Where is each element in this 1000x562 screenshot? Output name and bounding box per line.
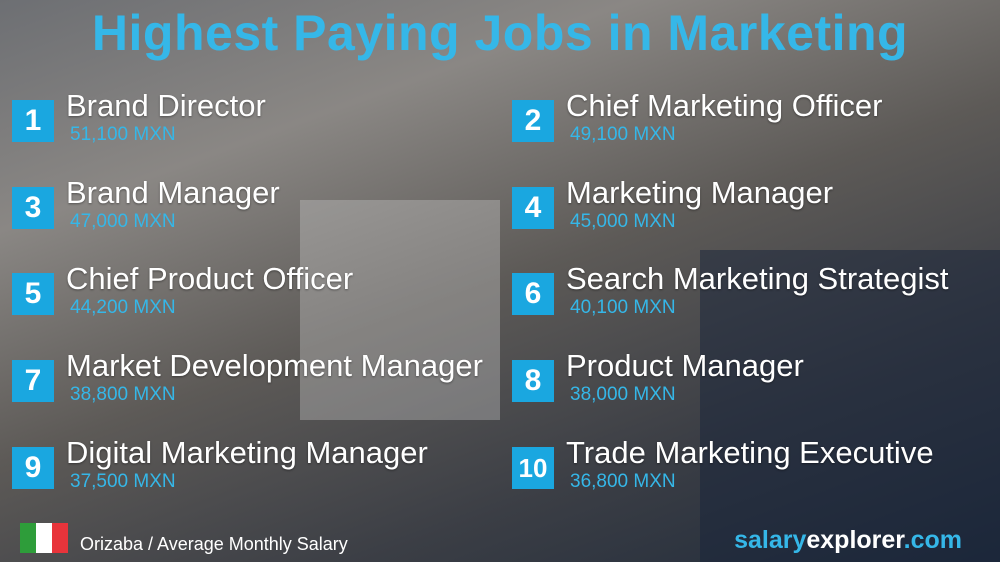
job-title: Marketing Manager [566,175,834,210]
job-title: Brand Director [66,88,266,123]
job-title: Search Marketing Strategist [566,261,949,296]
brand-part: salary [734,526,807,554]
rank-badge: 1 [12,100,54,142]
job-salary: 40,100 MXN [570,297,676,318]
job-title: Brand Manager [66,175,280,210]
background-shadow [700,250,1000,562]
job-salary: 51,100 MXN [70,124,176,145]
job-salary: 49,100 MXN [570,124,676,145]
job-title: Chief Marketing Officer [566,88,883,123]
job-title: Trade Marketing Executive [566,435,934,470]
page-title: Highest Paying Jobs in Marketing [91,5,909,61]
job-salary: 45,000 MXN [570,211,676,232]
location-label: Orizaba / Average Monthly Salary [80,534,348,554]
brand-logo: salaryexplorer.com [734,526,962,555]
job-title: Digital Marketing Manager [66,435,428,470]
brand-part: .com [903,526,962,554]
rank-badge: 5 [12,273,54,315]
job-salary: 38,000 MXN [570,384,676,405]
job-title: Chief Product Officer [66,261,354,296]
background-whiteboard [300,200,500,420]
rank-badge: 8 [512,360,554,402]
rank-badge: 9 [12,447,54,489]
brand-part: explorer [806,526,904,554]
rank-badge: 10 [512,447,554,489]
rank-badge: 6 [512,273,554,315]
rank-badge: 4 [512,187,554,229]
mexico-flag-icon [20,523,68,553]
rank-badge: 7 [12,360,54,402]
job-title: Product Manager [566,348,804,383]
job-salary: 37,500 MXN [70,471,176,492]
rank-badge: 3 [12,187,54,229]
rank-badge: 2 [512,100,554,142]
job-title: Market Development Manager [66,348,483,383]
job-salary: 44,200 MXN [70,297,176,318]
job-salary: 38,800 MXN [70,384,176,405]
job-salary: 36,800 MXN [570,471,676,492]
job-salary: 47,000 MXN [70,211,176,232]
